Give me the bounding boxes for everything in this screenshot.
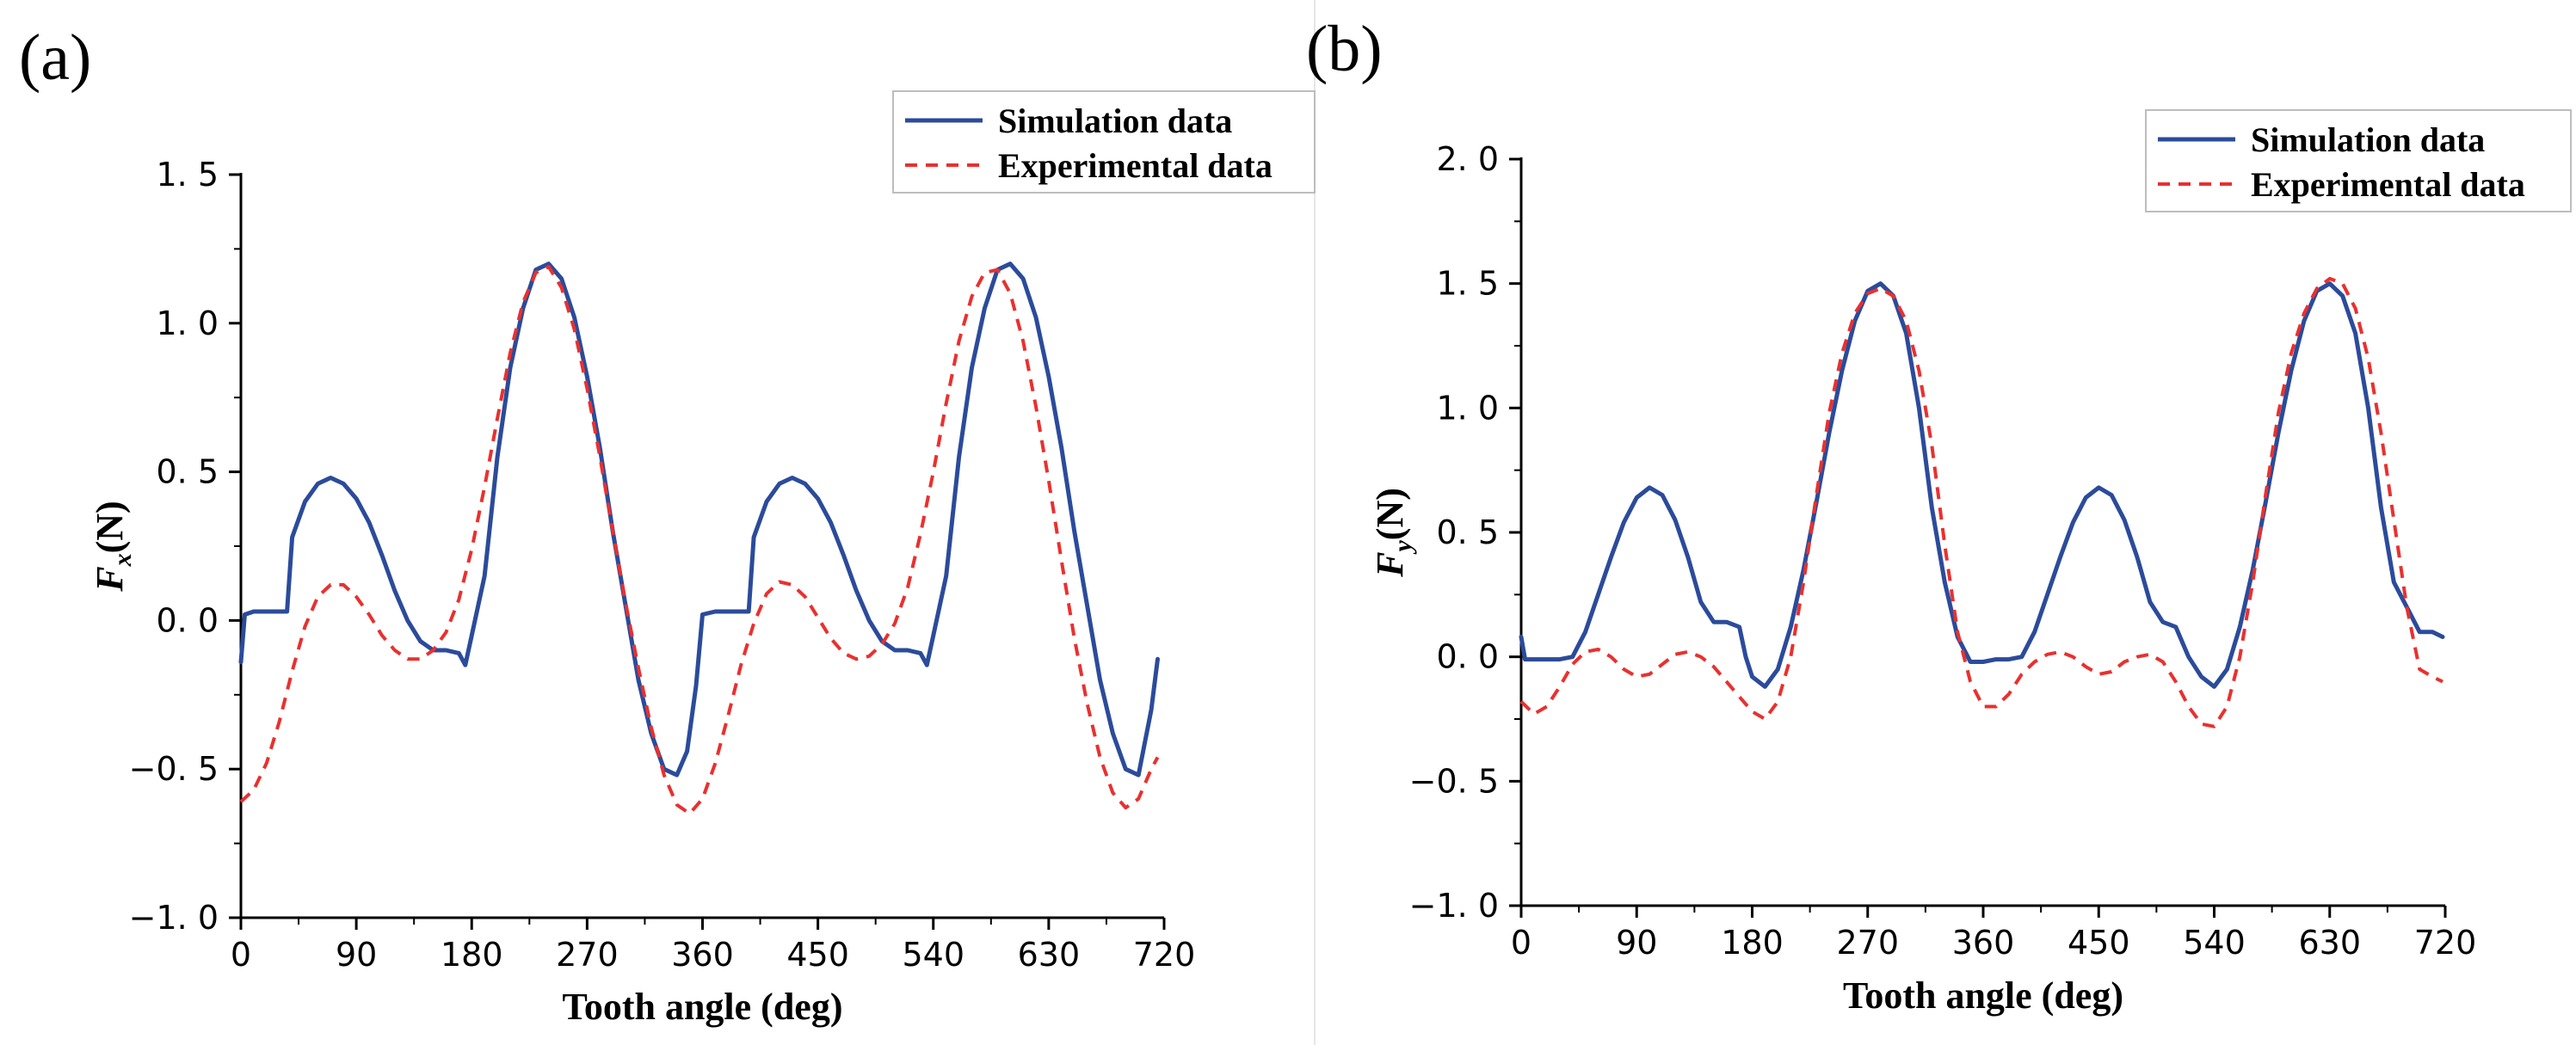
x-tick-label-b: 360 — [1952, 924, 2015, 962]
y-tick-label-a: −1. 0 — [129, 899, 219, 937]
x-axis-title-a: Tooth angle (deg) — [563, 986, 843, 1028]
y-axis-title-a: Fx(N) — [89, 501, 137, 592]
x-tick-label-a: 0 — [231, 936, 251, 974]
x-tick-label-b: 630 — [2298, 924, 2361, 962]
y-tick-label-b: 1. 5 — [1436, 265, 1499, 303]
x-tick-label-a: 540 — [902, 936, 964, 974]
x-tick-label-a: 720 — [1133, 936, 1196, 974]
x-axis-title-b: Tooth angle (deg) — [1843, 974, 2123, 1017]
experimental-data-line-b — [1519, 276, 2444, 728]
chart-panel-b: (b) 0 90 180 270 360 450 540 630 720 −1. 0 −0. 5 0. … — [1306, 13, 2572, 1017]
x-tick-label-a: 630 — [1018, 936, 1081, 974]
x-tick-label-b: 180 — [1721, 924, 1784, 962]
y-tick-label-a: 1. 0 — [156, 304, 219, 342]
x-tick-label-a: 270 — [556, 936, 619, 974]
x-tick-label-a: 90 — [336, 936, 377, 974]
x-tick-label-b: 90 — [1616, 924, 1657, 962]
panel-label-a: (a) — [19, 22, 91, 94]
x-tick-label-a: 180 — [441, 936, 503, 974]
x-tick-label-b: 450 — [2068, 924, 2130, 962]
y-tick-label-b: 1. 0 — [1436, 389, 1499, 427]
legend-b: Simulation data Experimental data — [2145, 109, 2572, 212]
x-tick-label-b: 0 — [1511, 924, 1531, 962]
legend-a: Simulation data Experimental data — [892, 90, 1316, 194]
panel-label-b: (b) — [1306, 13, 1383, 85]
legend-label-b: Simulation data — [2251, 120, 2485, 159]
legend-label-b: Experimental data — [2251, 165, 2525, 204]
chart-panel-a: (a) 0 90 180 270 360 450 540 630 720 −1. 0 −0. 5 0. … — [19, 22, 1316, 1028]
y-tick-label-a: 1. 5 — [156, 156, 219, 194]
y-tick-label-b: 0. 0 — [1436, 638, 1499, 676]
experimental-data-line-a — [239, 265, 1160, 815]
x-tick-label-b: 720 — [2414, 924, 2477, 962]
y-tick-label-b: 0. 5 — [1436, 513, 1499, 551]
x-tick-label-b: 270 — [1836, 924, 1899, 962]
legend-label-a: Experimental data — [998, 146, 1273, 185]
y-tick-label-b: 2. 0 — [1436, 140, 1499, 178]
y-tick-label-a: 0. 5 — [156, 453, 219, 491]
x-tick-label-a: 360 — [671, 936, 734, 974]
y-tick-label-b: −0. 5 — [1409, 762, 1499, 800]
x-tick-label-b: 540 — [2183, 924, 2246, 962]
legend-box-a — [892, 90, 1316, 194]
y-tick-label-a: −0. 5 — [129, 750, 219, 788]
y-tick-label-a: 0. 0 — [156, 601, 219, 639]
x-tick-label-a: 450 — [786, 936, 849, 974]
legend-box-b — [2145, 109, 2572, 212]
y-axis-title-b: Fy(N) — [1369, 488, 1417, 578]
y-tick-label-b: −1. 0 — [1409, 887, 1499, 925]
legend-label-a: Simulation data — [998, 101, 1232, 140]
simulation-data-line-b — [1519, 281, 2445, 689]
